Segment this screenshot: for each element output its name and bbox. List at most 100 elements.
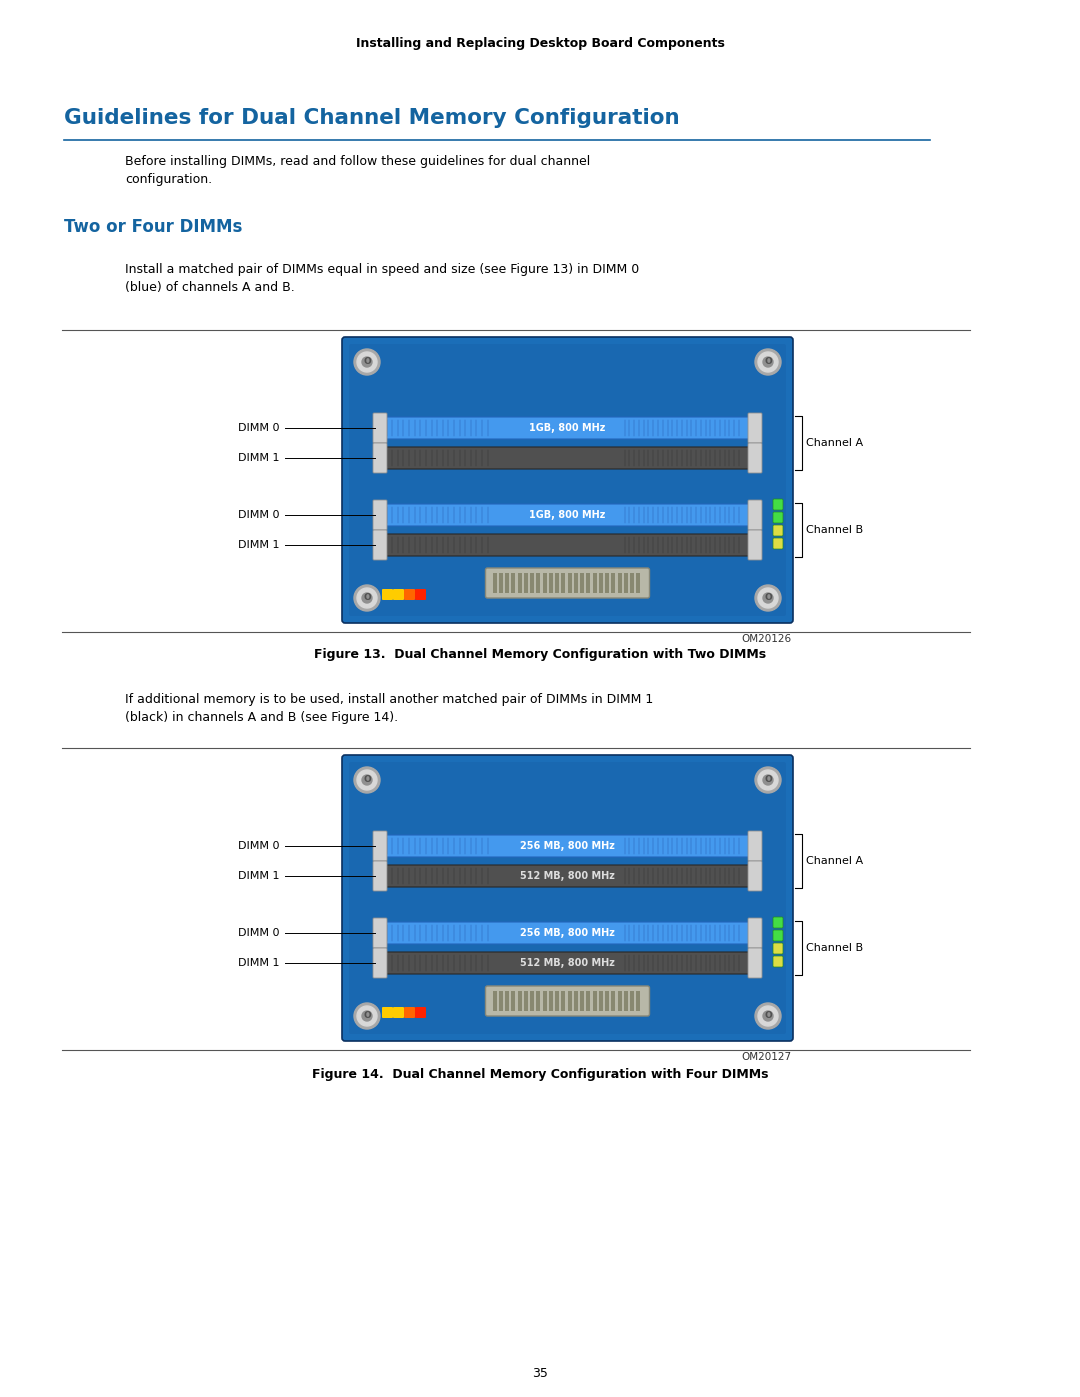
Circle shape bbox=[755, 349, 781, 374]
FancyBboxPatch shape bbox=[748, 500, 762, 529]
Circle shape bbox=[762, 1011, 773, 1021]
Circle shape bbox=[758, 1006, 778, 1025]
Circle shape bbox=[755, 767, 781, 793]
FancyBboxPatch shape bbox=[748, 831, 762, 861]
FancyBboxPatch shape bbox=[748, 414, 762, 443]
Text: O: O bbox=[363, 358, 370, 366]
FancyBboxPatch shape bbox=[373, 529, 387, 560]
Bar bbox=[530, 990, 535, 1011]
Bar bbox=[542, 990, 546, 1011]
FancyBboxPatch shape bbox=[349, 344, 786, 616]
Text: O: O bbox=[765, 594, 772, 602]
Text: Channel A: Channel A bbox=[806, 856, 863, 866]
FancyBboxPatch shape bbox=[773, 916, 783, 928]
Text: O: O bbox=[765, 775, 772, 785]
FancyBboxPatch shape bbox=[773, 956, 783, 967]
FancyBboxPatch shape bbox=[748, 529, 762, 560]
Bar bbox=[505, 990, 509, 1011]
Text: Channel B: Channel B bbox=[806, 525, 863, 535]
FancyBboxPatch shape bbox=[773, 499, 783, 510]
Text: 1GB, 800 MHz: 1GB, 800 MHz bbox=[529, 423, 606, 433]
Text: 256 MB, 800 MHz: 256 MB, 800 MHz bbox=[521, 928, 615, 937]
Text: Channel A: Channel A bbox=[806, 439, 863, 448]
FancyBboxPatch shape bbox=[486, 986, 649, 1016]
Text: Two or Four DIMMs: Two or Four DIMMs bbox=[64, 218, 242, 236]
Bar bbox=[567, 990, 571, 1011]
Text: O: O bbox=[363, 1011, 370, 1020]
Circle shape bbox=[354, 349, 380, 374]
FancyBboxPatch shape bbox=[349, 761, 786, 1034]
Text: O: O bbox=[363, 775, 370, 785]
Text: DIMM 1: DIMM 1 bbox=[239, 453, 280, 462]
Circle shape bbox=[357, 770, 377, 789]
FancyBboxPatch shape bbox=[773, 930, 783, 942]
Bar bbox=[586, 990, 591, 1011]
Circle shape bbox=[362, 592, 372, 604]
Text: If additional memory is to be used, install another matched pair of DIMMs in DIM: If additional memory is to be used, inst… bbox=[125, 693, 653, 705]
Text: DIMM 1: DIMM 1 bbox=[239, 541, 280, 550]
Text: DIMM 0: DIMM 0 bbox=[239, 841, 280, 851]
Text: OM20127: OM20127 bbox=[742, 1052, 792, 1062]
FancyBboxPatch shape bbox=[773, 943, 783, 954]
Text: Install a matched pair of DIMMs equal in speed and size (see Figure 13) in DIMM : Install a matched pair of DIMMs equal in… bbox=[125, 263, 639, 277]
FancyBboxPatch shape bbox=[373, 443, 387, 474]
Bar bbox=[580, 990, 584, 1011]
FancyBboxPatch shape bbox=[376, 835, 759, 856]
Circle shape bbox=[762, 775, 773, 785]
Circle shape bbox=[357, 1006, 377, 1025]
Text: DIMM 1: DIMM 1 bbox=[239, 870, 280, 882]
Bar bbox=[630, 573, 634, 592]
Circle shape bbox=[762, 592, 773, 604]
Bar bbox=[567, 573, 571, 592]
Bar bbox=[524, 573, 528, 592]
Text: 1GB, 800 MHz: 1GB, 800 MHz bbox=[529, 510, 606, 520]
Bar bbox=[511, 573, 515, 592]
Bar bbox=[636, 990, 640, 1011]
FancyBboxPatch shape bbox=[748, 918, 762, 949]
FancyBboxPatch shape bbox=[748, 949, 762, 978]
Bar bbox=[624, 990, 627, 1011]
Text: (black) in channels A and B (see Figure 14).: (black) in channels A and B (see Figure … bbox=[125, 711, 399, 724]
FancyBboxPatch shape bbox=[373, 500, 387, 529]
Bar bbox=[517, 573, 522, 592]
Bar bbox=[562, 573, 566, 592]
Text: O: O bbox=[363, 594, 370, 602]
Text: DIMM 0: DIMM 0 bbox=[239, 423, 280, 433]
FancyBboxPatch shape bbox=[373, 861, 387, 891]
Text: O: O bbox=[765, 358, 772, 366]
Bar bbox=[511, 990, 515, 1011]
FancyBboxPatch shape bbox=[773, 525, 783, 536]
Bar bbox=[618, 990, 622, 1011]
FancyBboxPatch shape bbox=[376, 447, 759, 469]
Circle shape bbox=[758, 770, 778, 789]
Bar bbox=[537, 990, 540, 1011]
Circle shape bbox=[758, 588, 778, 608]
FancyBboxPatch shape bbox=[342, 337, 793, 623]
FancyBboxPatch shape bbox=[373, 414, 387, 443]
FancyBboxPatch shape bbox=[376, 534, 759, 556]
Circle shape bbox=[758, 352, 778, 372]
FancyBboxPatch shape bbox=[376, 504, 759, 527]
Circle shape bbox=[357, 352, 377, 372]
Text: OM20126: OM20126 bbox=[742, 634, 792, 644]
Circle shape bbox=[354, 1003, 380, 1030]
Text: 35: 35 bbox=[532, 1368, 548, 1380]
FancyBboxPatch shape bbox=[373, 831, 387, 861]
FancyBboxPatch shape bbox=[404, 590, 415, 599]
FancyBboxPatch shape bbox=[382, 590, 393, 599]
FancyBboxPatch shape bbox=[748, 443, 762, 474]
Text: O: O bbox=[765, 1011, 772, 1020]
Bar bbox=[630, 990, 634, 1011]
Circle shape bbox=[755, 585, 781, 610]
FancyBboxPatch shape bbox=[376, 951, 759, 974]
Bar bbox=[524, 990, 528, 1011]
Bar bbox=[542, 573, 546, 592]
Bar bbox=[605, 990, 609, 1011]
Text: Channel B: Channel B bbox=[806, 943, 863, 953]
Bar bbox=[611, 990, 616, 1011]
Circle shape bbox=[362, 775, 372, 785]
FancyBboxPatch shape bbox=[376, 922, 759, 944]
Bar bbox=[492, 573, 497, 592]
Circle shape bbox=[755, 1003, 781, 1030]
Bar bbox=[586, 573, 591, 592]
